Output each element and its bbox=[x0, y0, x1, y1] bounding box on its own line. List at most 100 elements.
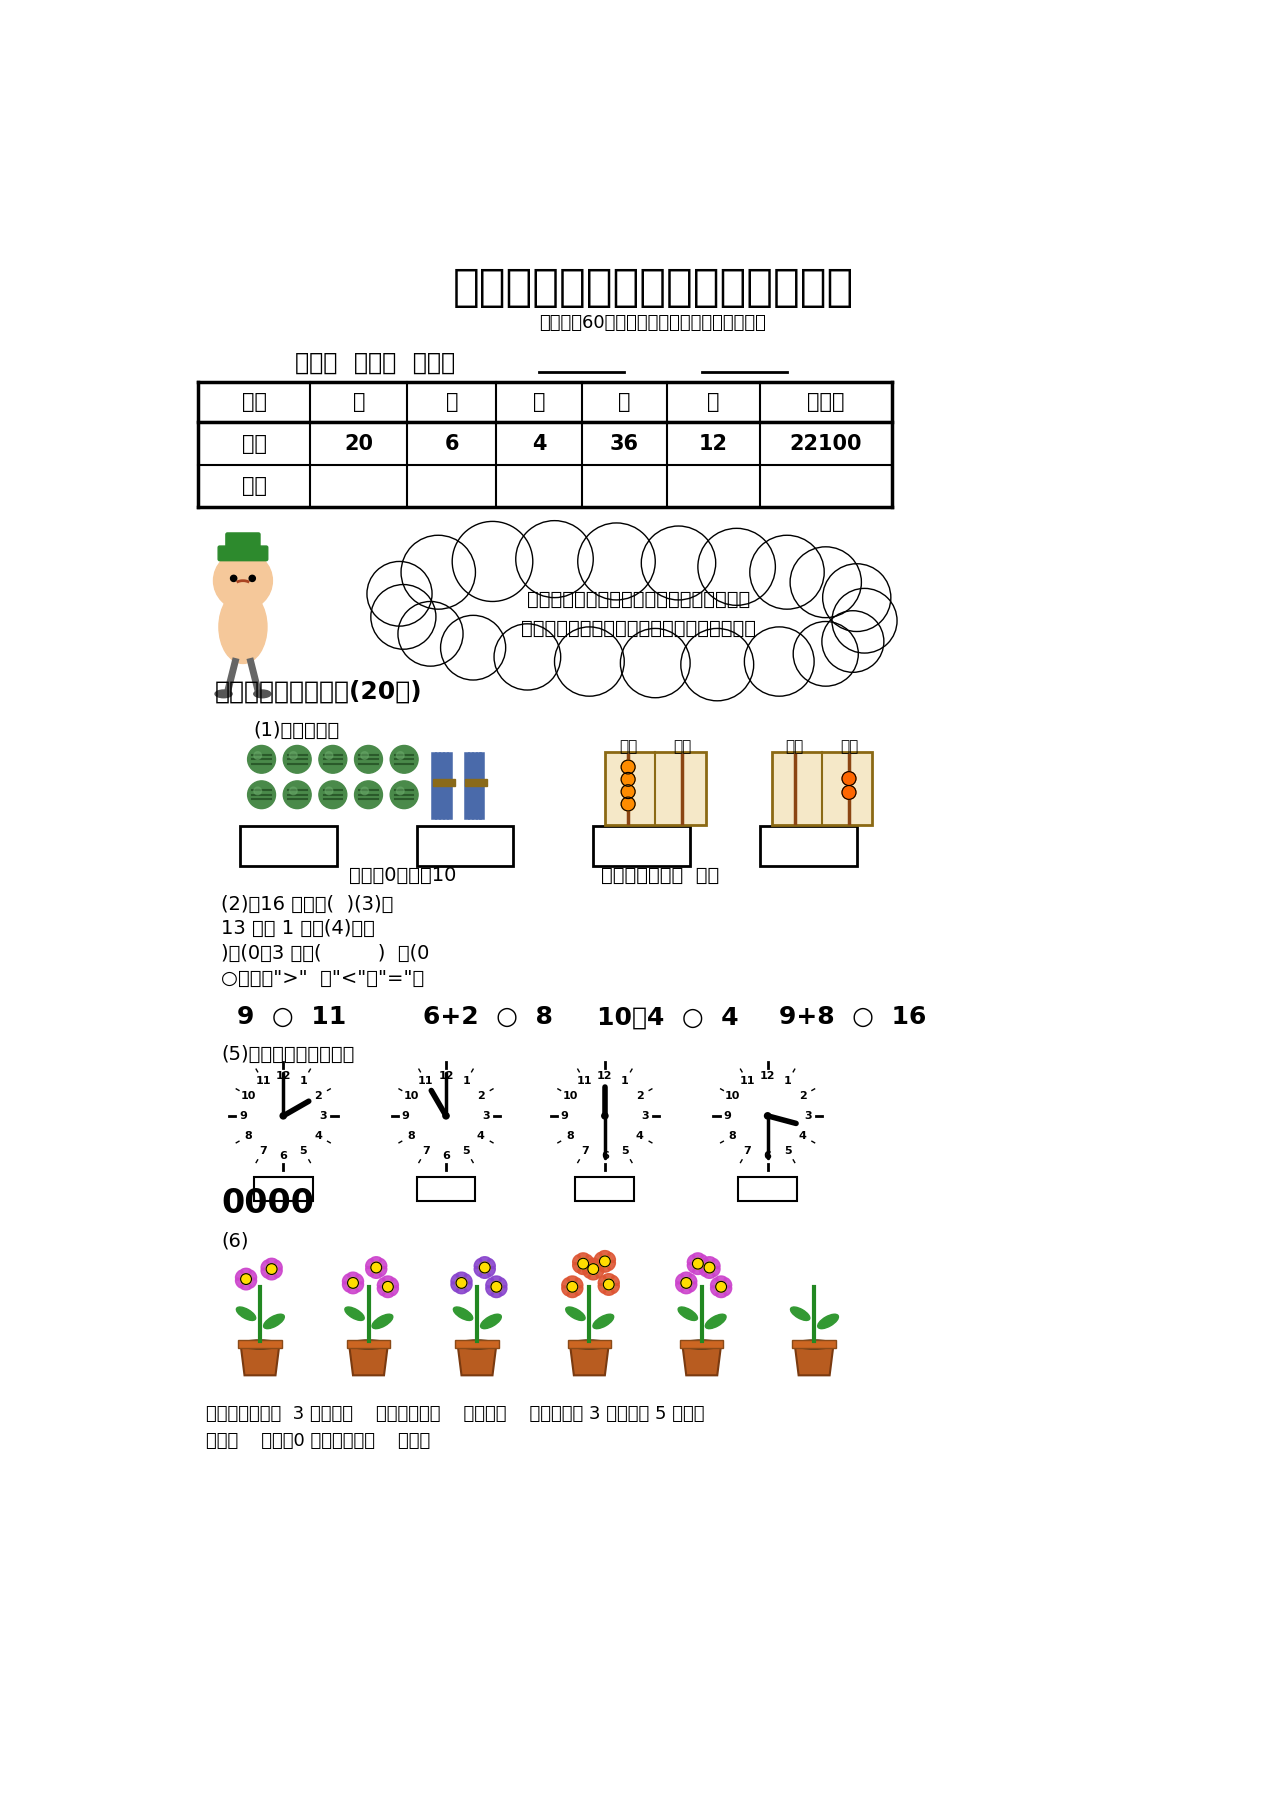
Circle shape bbox=[214, 552, 273, 610]
Circle shape bbox=[231, 575, 237, 581]
Text: 9+8  ○  16: 9+8 ○ 16 bbox=[780, 1005, 926, 1030]
Polygon shape bbox=[569, 1344, 609, 1375]
Circle shape bbox=[318, 781, 347, 808]
Circle shape bbox=[680, 628, 754, 700]
Ellipse shape bbox=[318, 675, 497, 709]
Ellipse shape bbox=[215, 689, 232, 698]
Text: 6: 6 bbox=[442, 1151, 450, 1162]
Ellipse shape bbox=[595, 1252, 603, 1263]
Text: 2: 2 bbox=[315, 1091, 322, 1100]
Text: 11: 11 bbox=[255, 1077, 271, 1086]
Ellipse shape bbox=[711, 1277, 719, 1288]
Ellipse shape bbox=[474, 1259, 482, 1268]
Text: 3: 3 bbox=[320, 1111, 327, 1120]
Text: 11: 11 bbox=[740, 1077, 755, 1086]
Ellipse shape bbox=[274, 1268, 282, 1277]
Ellipse shape bbox=[600, 1266, 610, 1272]
Ellipse shape bbox=[266, 1257, 276, 1265]
Circle shape bbox=[604, 1279, 614, 1290]
Text: 9: 9 bbox=[561, 1111, 568, 1120]
Bar bbox=[465, 779, 487, 787]
Bar bbox=[594, 826, 691, 866]
Circle shape bbox=[441, 615, 506, 680]
Circle shape bbox=[318, 745, 347, 774]
Circle shape bbox=[254, 787, 261, 796]
Text: 个位: 个位 bbox=[673, 740, 692, 754]
Text: 5: 5 bbox=[462, 1146, 470, 1156]
Ellipse shape bbox=[701, 1256, 708, 1265]
Text: 个位: 个位 bbox=[840, 740, 859, 754]
Text: 三: 三 bbox=[533, 391, 545, 411]
Text: 12: 12 bbox=[759, 1072, 776, 1081]
Ellipse shape bbox=[566, 1308, 585, 1321]
Ellipse shape bbox=[688, 1256, 696, 1265]
Circle shape bbox=[325, 752, 333, 759]
Text: 10: 10 bbox=[241, 1091, 256, 1100]
Circle shape bbox=[622, 772, 636, 787]
Text: 6+2  ○  8: 6+2 ○ 8 bbox=[423, 1005, 553, 1030]
Ellipse shape bbox=[355, 1274, 363, 1284]
Circle shape bbox=[283, 781, 311, 808]
Bar bbox=[417, 1178, 475, 1200]
Ellipse shape bbox=[248, 1277, 256, 1288]
Text: 11: 11 bbox=[418, 1077, 433, 1086]
Circle shape bbox=[794, 622, 859, 686]
Bar bbox=[568, 1340, 612, 1348]
Ellipse shape bbox=[699, 1266, 707, 1275]
Text: 6: 6 bbox=[601, 1151, 609, 1162]
Circle shape bbox=[452, 521, 533, 601]
Ellipse shape bbox=[586, 1263, 594, 1272]
Ellipse shape bbox=[716, 1275, 726, 1283]
Ellipse shape bbox=[391, 1277, 399, 1288]
Text: ○里填上">"  、"<"或"="。: ○里填上">" 、"<"或"="。 bbox=[222, 969, 424, 987]
Ellipse shape bbox=[349, 1340, 387, 1349]
Ellipse shape bbox=[382, 1292, 394, 1297]
Ellipse shape bbox=[236, 1270, 243, 1281]
Circle shape bbox=[250, 575, 255, 581]
Ellipse shape bbox=[479, 1257, 490, 1263]
Circle shape bbox=[750, 536, 824, 610]
Ellipse shape bbox=[712, 1266, 720, 1275]
Text: 得分: 得分 bbox=[242, 476, 266, 496]
Circle shape bbox=[744, 626, 814, 696]
Ellipse shape bbox=[485, 1277, 493, 1288]
Circle shape bbox=[764, 1113, 771, 1118]
Text: 8: 8 bbox=[566, 1131, 573, 1140]
Text: 六总分: 六总分 bbox=[806, 391, 845, 411]
Text: 6: 6 bbox=[763, 1151, 772, 1162]
Ellipse shape bbox=[241, 1340, 279, 1349]
Text: 1: 1 bbox=[299, 1077, 307, 1086]
Ellipse shape bbox=[366, 1266, 373, 1275]
Ellipse shape bbox=[372, 1313, 392, 1330]
Ellipse shape bbox=[377, 1277, 385, 1288]
Text: 8: 8 bbox=[408, 1131, 415, 1140]
Polygon shape bbox=[349, 1344, 387, 1375]
Ellipse shape bbox=[587, 1257, 599, 1265]
Text: 13 中的 1 表示(4)、在: 13 中的 1 表示(4)、在 bbox=[222, 920, 375, 938]
Circle shape bbox=[549, 1061, 661, 1171]
Ellipse shape bbox=[562, 1286, 569, 1295]
Ellipse shape bbox=[604, 1274, 614, 1279]
Ellipse shape bbox=[451, 1274, 459, 1284]
Ellipse shape bbox=[248, 1270, 256, 1281]
Text: 22100: 22100 bbox=[790, 433, 862, 453]
Ellipse shape bbox=[711, 1286, 719, 1295]
Ellipse shape bbox=[572, 1256, 580, 1265]
Text: 4: 4 bbox=[799, 1131, 806, 1140]
Circle shape bbox=[823, 563, 891, 631]
Text: (6): (6) bbox=[222, 1230, 248, 1250]
Text: 小朋友，这学期你必定学会了很多数学知识: 小朋友，这学期你必定学会了很多数学知识 bbox=[526, 590, 750, 608]
Circle shape bbox=[601, 1113, 608, 1118]
Text: 4: 4 bbox=[531, 433, 547, 453]
Text: 一、我会想（也会填(20分): 一、我会想（也会填(20分) bbox=[215, 680, 423, 704]
Text: 1: 1 bbox=[784, 1077, 791, 1086]
Ellipse shape bbox=[488, 1266, 496, 1275]
Circle shape bbox=[490, 1281, 502, 1292]
Ellipse shape bbox=[479, 1272, 490, 1279]
Ellipse shape bbox=[382, 1275, 394, 1283]
Bar bbox=[605, 752, 706, 824]
Text: 五: 五 bbox=[707, 391, 720, 411]
Text: 分值: 分值 bbox=[242, 433, 266, 453]
Polygon shape bbox=[241, 1344, 279, 1375]
Text: 9  ○  11: 9 ○ 11 bbox=[237, 1005, 347, 1030]
